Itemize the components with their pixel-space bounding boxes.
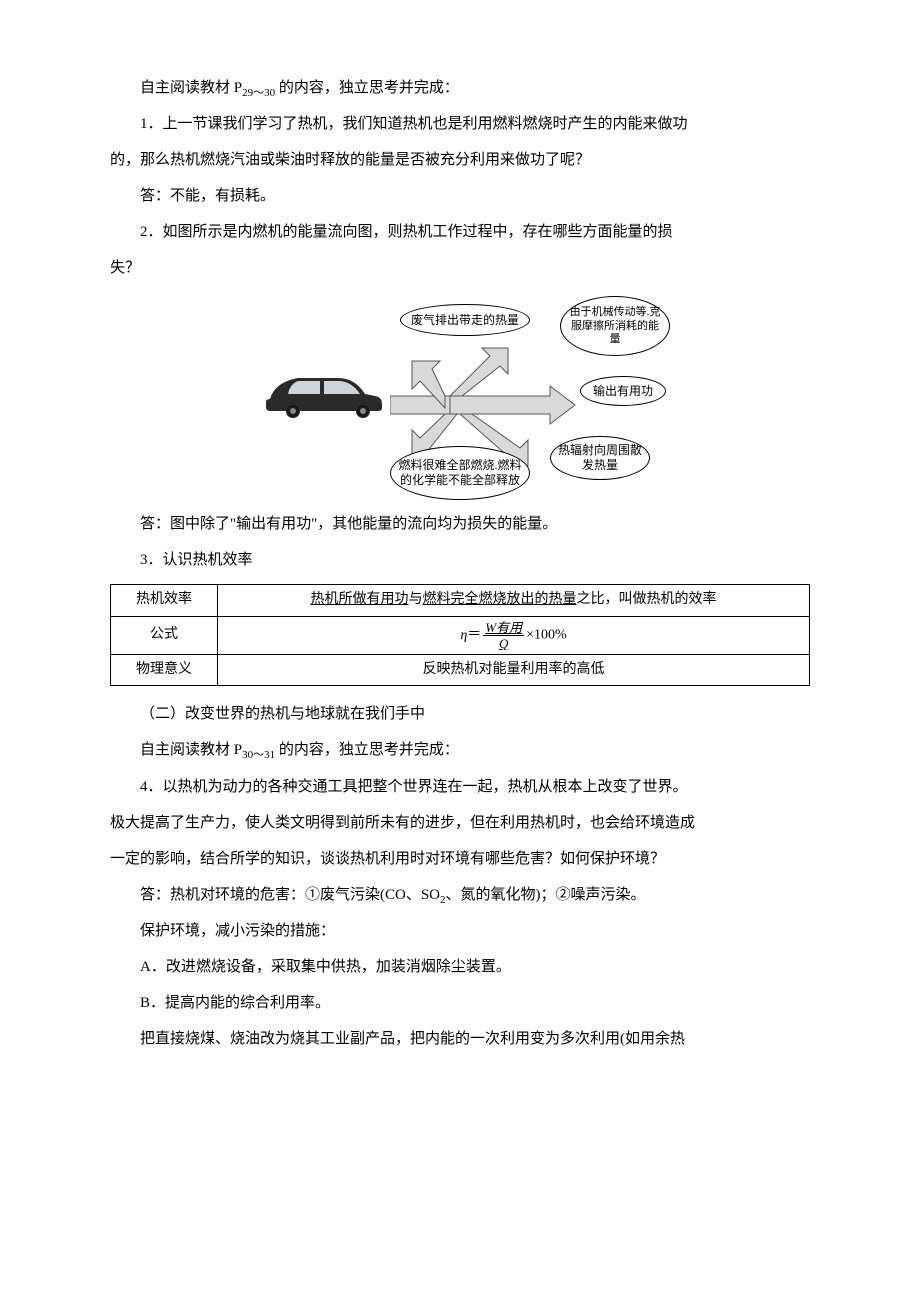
q2-line-a: 2．如图所示是内燃机的能量流向图，则热机工作过程中，存在哪些方面能量的损	[110, 214, 810, 250]
q4-ans1-a: 答：热机对环境的危害：①废气污染(CO、SO	[140, 887, 440, 903]
section2-read: 自主阅读教材 P30～31 的内容，独立思考并完成：	[110, 732, 810, 768]
table-row: 物理意义 反映热机对能量利用率的高低	[111, 654, 810, 685]
q2-answer: 答：图中除了"输出有用功"，其他能量的流向均为损失的能量。	[110, 506, 810, 542]
row1-mid: 与	[409, 592, 423, 607]
formula-tail: ×100%	[526, 628, 567, 643]
row3-value: 反映热机对能量利用率的高低	[218, 654, 810, 685]
q4-option-a: A．改进燃烧设备，采取集中供热，加装消烟除尘装置。	[110, 949, 810, 985]
row1-underline-b: 燃料完全燃烧放出的热量	[423, 592, 577, 607]
row1-label: 热机效率	[111, 585, 218, 616]
intro-text-a: 自主阅读教材 P	[140, 80, 242, 96]
row3-label: 物理意义	[111, 654, 218, 685]
q1-answer: 答：不能，有损耗。	[110, 178, 810, 214]
q4-ans1-b: 、氮的氧化物)；②噪声污染。	[446, 887, 646, 903]
row2-label: 公式	[111, 616, 218, 654]
q1-line-a: 1．上一节课我们学习了热机，我们知道热机也是利用燃料燃烧时产生的内能来做功	[110, 106, 810, 142]
row1-underline-a: 热机所做有用功	[311, 592, 409, 607]
efficiency-table: 热机效率 热机所做有用功与燃料完全燃烧放出的热量之比，叫做热机的效率 公式 η＝…	[110, 584, 810, 686]
table-row: 公式 η＝W有用Q×100%	[111, 616, 810, 654]
formula-den: Q	[483, 636, 524, 650]
q4-line1: 4．以热机为动力的各种交通工具把整个世界连在一起，热机从根本上改变了世界。	[110, 769, 810, 805]
intro-sub: 29～30	[242, 87, 275, 99]
q4-tail: 把直接烧煤、烧油改为烧其工业副产品，把内能的一次利用变为多次利用(如用余热	[110, 1021, 810, 1057]
car-icon	[260, 364, 385, 419]
row1-value: 热机所做有用功与燃料完全燃烧放出的热量之比，叫做热机的效率	[218, 585, 810, 616]
q3-title: 3．认识热机效率	[110, 542, 810, 578]
formula-num: W有用	[483, 621, 524, 636]
intro-text-b: 的内容，独立思考并完成：	[275, 80, 459, 96]
q4-line2: 极大提高了生产力，使人类文明得到前所未有的进步，但在利用热机时，也会给环境造成	[110, 805, 810, 841]
bubble-incomplete-combustion: 燃料很难全部燃烧.燃料的化学能不能全部释放	[390, 446, 530, 500]
q1-line-b: 的，那么热机燃烧汽油或柴油时释放的能量是否被充分利用来做功了呢？	[110, 142, 810, 178]
bubble-radiation: 热辐射向周围散发热量	[550, 436, 650, 480]
row1-tail: 之比，叫做热机的效率	[577, 592, 717, 607]
q4-line3: 一定的影响，结合所学的知识，谈谈热机利用时对环境有哪些危害？如何保护环境？	[110, 841, 810, 877]
q2-line-b: 失？	[110, 250, 810, 286]
formula-fraction: W有用Q	[483, 621, 524, 650]
bubble-exhaust: 废气排出带走的热量	[400, 304, 530, 336]
intro-line: 自主阅读教材 P29～30 的内容，独立思考并完成：	[110, 70, 810, 106]
section2-read-b: 的内容，独立思考并完成：	[275, 742, 459, 758]
row2-value: η＝W有用Q×100%	[218, 616, 810, 654]
q4-option-b: B．提高内能的综合利用率。	[110, 985, 810, 1021]
bubble-friction: 由于机械传动等.克服摩擦所消耗的能量	[560, 296, 670, 356]
table-row: 热机效率 热机所做有用功与燃料完全燃烧放出的热量之比，叫做热机的效率	[111, 585, 810, 616]
formula-eq: ＝	[467, 628, 481, 643]
q4-answer1: 答：热机对环境的危害：①废气污染(CO、SO2、氮的氧化物)；②噪声污染。	[110, 877, 810, 913]
bubble-useful-work: 输出有用功	[580, 376, 666, 406]
energy-flow-diagram: 废气排出带走的热量 由于机械传动等.克服摩擦所消耗的能量 输出有用功 燃料很难全…	[260, 296, 660, 496]
section2-read-sub: 30～31	[242, 749, 275, 761]
section2-heading: （二）改变世界的热机与地球就在我们手中	[110, 696, 810, 732]
section2-read-a: 自主阅读教材 P	[140, 742, 242, 758]
q4-answer2: 保护环境，减小污染的措施：	[110, 913, 810, 949]
